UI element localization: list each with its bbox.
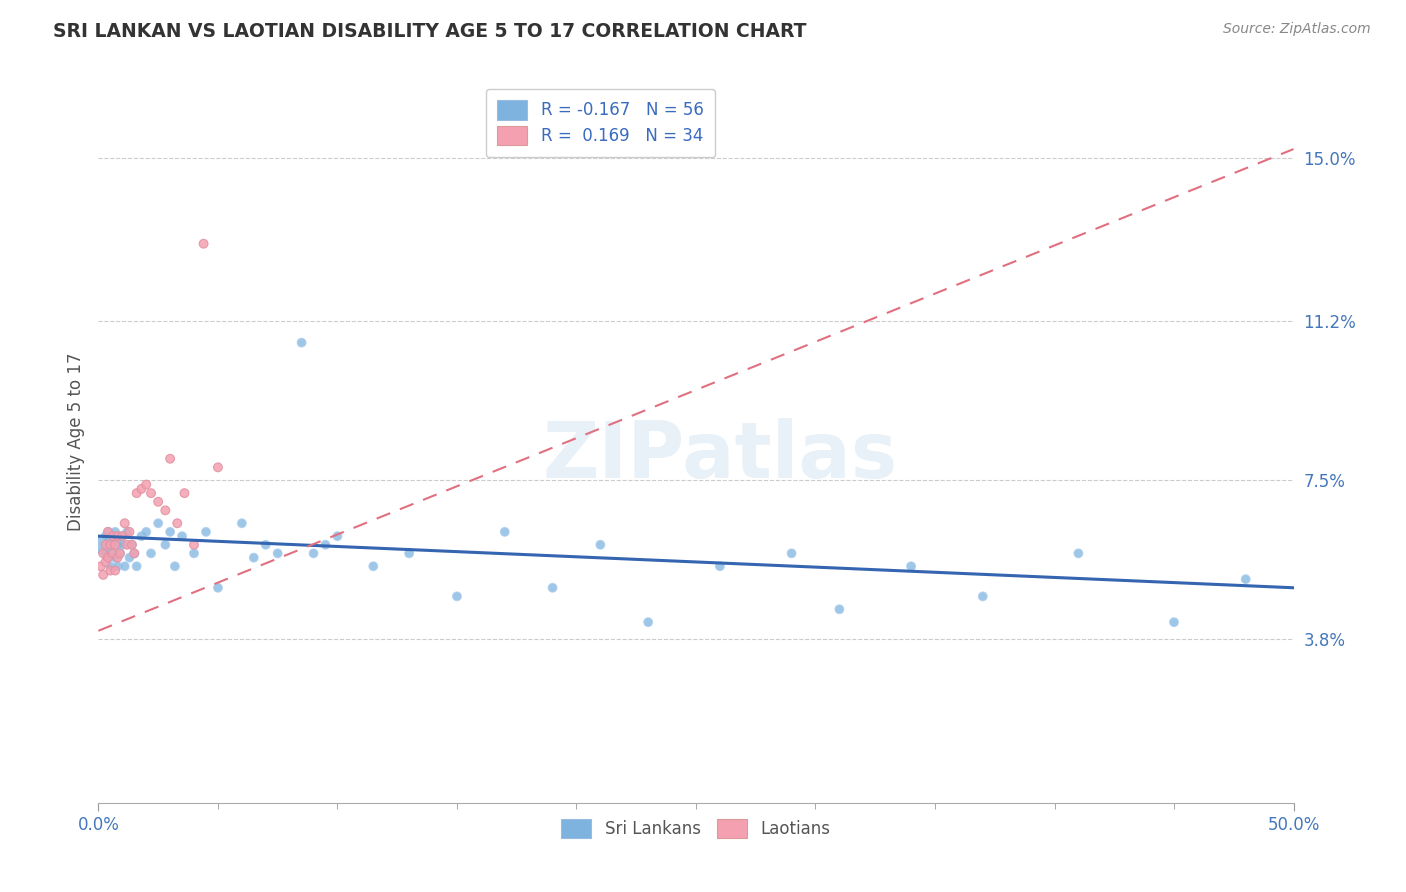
Point — [139, 486, 162, 500]
Point — [1234, 572, 1257, 586]
Point — [193, 236, 215, 251]
Point — [131, 529, 153, 543]
Text: ZIPatlas: ZIPatlas — [543, 418, 897, 494]
Point — [183, 538, 205, 552]
Point — [121, 538, 143, 552]
Point — [828, 602, 851, 616]
Point — [780, 546, 803, 560]
Point — [398, 546, 420, 560]
Point — [107, 559, 129, 574]
Point — [101, 546, 124, 560]
Point — [173, 486, 195, 500]
Point — [98, 538, 122, 552]
Point — [363, 559, 385, 574]
Point — [97, 550, 120, 565]
Point — [101, 529, 124, 543]
Point — [589, 538, 612, 552]
Point — [159, 451, 181, 466]
Point — [104, 538, 127, 552]
Text: SRI LANKAN VS LAOTIAN DISABILITY AGE 5 TO 17 CORRELATION CHART: SRI LANKAN VS LAOTIAN DISABILITY AGE 5 T… — [53, 22, 807, 41]
Point — [101, 533, 124, 548]
Point — [111, 538, 134, 552]
Point — [326, 529, 349, 543]
Point — [1163, 615, 1185, 630]
Point — [135, 524, 157, 539]
Point — [118, 550, 141, 565]
Point — [163, 559, 186, 574]
Point — [139, 546, 162, 560]
Point — [98, 564, 122, 578]
Point — [91, 546, 114, 560]
Point — [315, 538, 337, 552]
Point — [108, 546, 131, 560]
Point — [97, 550, 120, 565]
Point — [243, 550, 266, 565]
Point — [114, 516, 136, 531]
Point — [195, 524, 218, 539]
Point — [125, 559, 148, 574]
Point — [98, 538, 122, 552]
Point — [124, 546, 146, 560]
Point — [291, 335, 314, 350]
Point — [111, 529, 134, 543]
Point — [94, 538, 117, 552]
Point — [302, 546, 325, 560]
Y-axis label: Disability Age 5 to 17: Disability Age 5 to 17 — [66, 352, 84, 531]
Point — [131, 482, 153, 496]
Point — [155, 503, 177, 517]
Point — [972, 590, 994, 604]
Point — [98, 559, 122, 574]
Point — [107, 538, 129, 552]
Point — [1067, 546, 1090, 560]
Point — [172, 529, 194, 543]
Point — [97, 524, 120, 539]
Point — [108, 546, 131, 560]
Point — [207, 460, 229, 475]
Point — [155, 538, 177, 552]
Point — [104, 564, 127, 578]
Point — [148, 494, 170, 508]
Point — [148, 516, 170, 531]
Point — [125, 486, 148, 500]
Point — [254, 538, 277, 552]
Point — [267, 546, 290, 560]
Point — [446, 590, 468, 604]
Point — [90, 559, 112, 574]
Point — [91, 567, 114, 582]
Point — [94, 555, 117, 569]
Point — [166, 516, 188, 531]
Point — [183, 546, 205, 560]
Point — [207, 581, 229, 595]
Point — [91, 538, 114, 552]
Point — [231, 516, 253, 531]
Text: Source: ZipAtlas.com: Source: ZipAtlas.com — [1223, 22, 1371, 37]
Point — [124, 546, 146, 560]
Point — [104, 550, 127, 565]
Point — [97, 524, 120, 539]
Legend: Sri Lankans, Laotians: Sri Lankans, Laotians — [554, 813, 838, 845]
Point — [159, 524, 181, 539]
Point — [94, 529, 117, 543]
Point — [637, 615, 659, 630]
Point — [121, 538, 143, 552]
Point — [107, 550, 129, 565]
Point — [114, 559, 136, 574]
Point — [94, 546, 117, 560]
Point — [108, 529, 131, 543]
Point — [101, 546, 124, 560]
Point — [494, 524, 516, 539]
Point — [115, 538, 138, 552]
Point — [900, 559, 922, 574]
Point — [118, 524, 141, 539]
Point — [541, 581, 564, 595]
Point — [104, 524, 127, 539]
Point — [115, 524, 138, 539]
Point — [709, 559, 731, 574]
Point — [135, 477, 157, 491]
Point — [107, 529, 129, 543]
